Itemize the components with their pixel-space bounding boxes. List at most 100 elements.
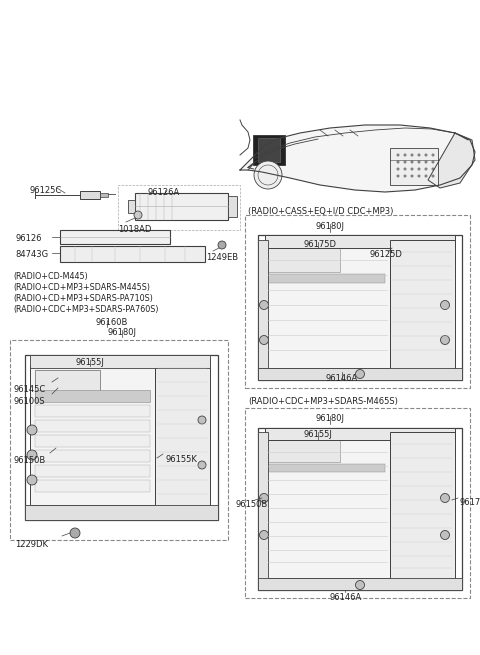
Circle shape bbox=[134, 211, 142, 219]
Circle shape bbox=[397, 168, 399, 170]
Text: 96180J: 96180J bbox=[315, 414, 344, 423]
Circle shape bbox=[27, 450, 37, 460]
Text: 96100S: 96100S bbox=[13, 397, 45, 406]
Circle shape bbox=[411, 168, 413, 170]
Text: 96150B: 96150B bbox=[235, 500, 267, 509]
Text: 96146A: 96146A bbox=[325, 374, 357, 383]
Bar bbox=[265, 235, 455, 248]
Bar bbox=[35, 435, 150, 447]
Circle shape bbox=[260, 531, 268, 540]
Circle shape bbox=[432, 160, 434, 163]
Bar bbox=[258, 428, 462, 590]
Bar bbox=[35, 480, 150, 492]
Text: 96175D: 96175D bbox=[303, 240, 336, 249]
Bar bbox=[258, 235, 462, 380]
Circle shape bbox=[356, 369, 364, 379]
Text: 96180J: 96180J bbox=[108, 328, 137, 337]
Bar bbox=[268, 440, 340, 462]
Text: 1229DK: 1229DK bbox=[15, 540, 48, 549]
Text: 96160B: 96160B bbox=[95, 318, 127, 327]
Bar bbox=[228, 196, 237, 217]
Circle shape bbox=[198, 461, 206, 469]
Text: (RADIO+CDC+MP3+SDARS-PA760S): (RADIO+CDC+MP3+SDARS-PA760S) bbox=[13, 305, 158, 314]
Bar bbox=[268, 274, 385, 283]
Text: 96155J: 96155J bbox=[303, 430, 332, 439]
Bar bbox=[128, 200, 135, 213]
Bar bbox=[265, 438, 390, 578]
Bar bbox=[258, 578, 462, 590]
Circle shape bbox=[404, 168, 406, 170]
Circle shape bbox=[425, 160, 427, 163]
Bar bbox=[265, 428, 455, 440]
Bar bbox=[155, 358, 210, 510]
Circle shape bbox=[418, 168, 420, 170]
Bar bbox=[30, 355, 210, 368]
Circle shape bbox=[425, 168, 427, 170]
Circle shape bbox=[397, 160, 399, 163]
Circle shape bbox=[432, 175, 434, 178]
Polygon shape bbox=[428, 133, 475, 188]
Text: 84743G: 84743G bbox=[15, 250, 48, 259]
Text: 96126: 96126 bbox=[15, 234, 41, 243]
Bar bbox=[253, 135, 285, 165]
Text: 1249EB: 1249EB bbox=[206, 253, 238, 262]
Bar bbox=[118, 185, 240, 230]
Circle shape bbox=[70, 528, 80, 538]
Text: 1018AD: 1018AD bbox=[118, 225, 151, 234]
Text: 96146A: 96146A bbox=[330, 593, 362, 602]
Circle shape bbox=[411, 160, 413, 163]
Circle shape bbox=[260, 335, 268, 345]
Circle shape bbox=[411, 175, 413, 178]
Polygon shape bbox=[240, 125, 475, 192]
Circle shape bbox=[397, 154, 399, 156]
Bar bbox=[245, 408, 470, 598]
Circle shape bbox=[27, 475, 37, 485]
Circle shape bbox=[198, 416, 206, 424]
Circle shape bbox=[411, 154, 413, 156]
Text: 96155J: 96155J bbox=[75, 358, 104, 367]
Bar bbox=[390, 240, 455, 372]
Circle shape bbox=[441, 531, 449, 540]
Circle shape bbox=[441, 493, 449, 502]
Bar bbox=[258, 432, 268, 580]
Circle shape bbox=[441, 335, 449, 345]
Bar bbox=[80, 191, 100, 199]
Bar bbox=[258, 240, 268, 368]
Circle shape bbox=[441, 301, 449, 310]
Text: 96176L: 96176L bbox=[460, 498, 480, 507]
Text: 96125D: 96125D bbox=[370, 250, 403, 259]
Bar bbox=[60, 230, 170, 244]
Circle shape bbox=[432, 168, 434, 170]
Bar bbox=[265, 245, 390, 368]
Circle shape bbox=[404, 160, 406, 163]
Text: 96180J: 96180J bbox=[315, 222, 344, 231]
Bar bbox=[35, 450, 150, 462]
Bar bbox=[35, 465, 150, 477]
Text: 96125C: 96125C bbox=[30, 186, 62, 195]
Bar bbox=[35, 405, 150, 417]
Bar bbox=[268, 248, 340, 272]
Bar bbox=[25, 505, 218, 520]
Bar bbox=[10, 340, 228, 540]
Bar bbox=[35, 370, 100, 400]
Bar bbox=[390, 432, 455, 580]
Circle shape bbox=[425, 154, 427, 156]
Circle shape bbox=[425, 175, 427, 178]
Text: 96145C: 96145C bbox=[13, 385, 45, 394]
Bar bbox=[245, 215, 470, 388]
Circle shape bbox=[356, 580, 364, 590]
Circle shape bbox=[418, 160, 420, 163]
Circle shape bbox=[254, 161, 282, 189]
Circle shape bbox=[404, 175, 406, 178]
Bar bbox=[258, 138, 280, 162]
Bar bbox=[35, 390, 150, 402]
Bar bbox=[25, 355, 218, 520]
Bar bbox=[390, 148, 438, 185]
Bar bbox=[268, 464, 385, 472]
Circle shape bbox=[432, 154, 434, 156]
Circle shape bbox=[260, 493, 268, 502]
Bar bbox=[100, 193, 108, 197]
Text: (RADIO+CDC+MP3+SDARS-M465S): (RADIO+CDC+MP3+SDARS-M465S) bbox=[248, 397, 398, 406]
Circle shape bbox=[418, 154, 420, 156]
Text: 96126A: 96126A bbox=[148, 188, 180, 197]
